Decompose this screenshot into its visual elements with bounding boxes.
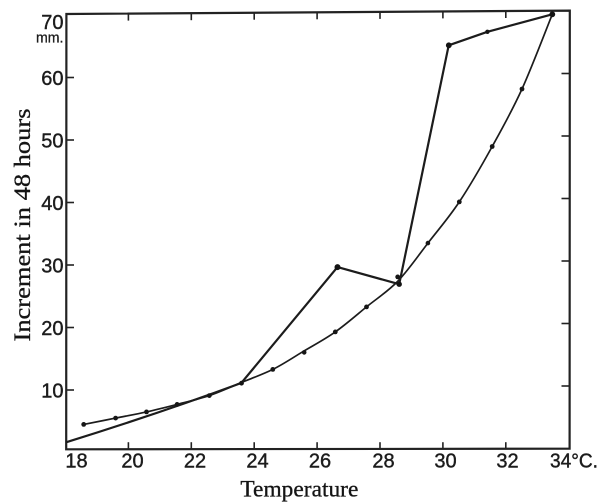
svg-text:18: 18 [65,451,87,473]
svg-text:20: 20 [121,451,143,473]
svg-text:mm.: mm. [36,29,64,46]
svg-text:24: 24 [246,451,268,473]
svg-text:34°C.: 34°C. [550,451,598,473]
svg-text:Temperature: Temperature [240,477,358,502]
svg-text:26: 26 [309,451,331,473]
svg-text:70: 70 [41,12,63,34]
svg-text:30: 30 [434,451,456,473]
svg-text:20: 20 [41,318,63,340]
svg-text:10: 10 [41,381,63,403]
svg-text:Increment in 48 hours: Increment in 48 hours [10,108,35,341]
svg-text:32: 32 [496,451,518,473]
svg-text:60: 60 [41,68,63,90]
svg-text:28: 28 [372,451,394,473]
svg-text:40: 40 [41,193,63,215]
svg-text:30: 30 [41,256,63,278]
svg-text:50: 50 [41,131,63,153]
svg-text:22: 22 [184,451,206,473]
